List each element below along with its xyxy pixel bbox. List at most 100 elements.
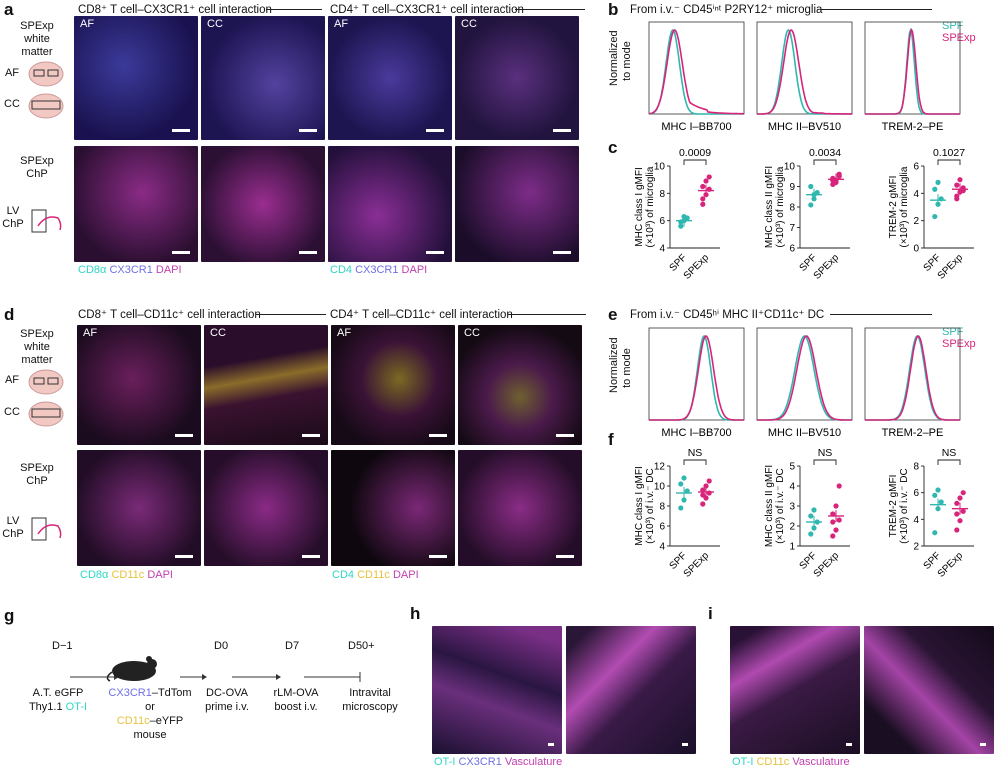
micrograph-d-cd8-cc: CC [204, 325, 328, 445]
data-point-spexp [700, 487, 706, 493]
data-point-spexp [700, 501, 706, 507]
y-tick-label: 5 [789, 462, 795, 473]
p-value-label: 0.1027 [933, 147, 965, 159]
panel-letter-g: g [4, 606, 15, 625]
histogram-frame [756, 21, 853, 115]
y-tick-label: 10 [654, 482, 666, 493]
scale-bar [429, 555, 447, 558]
side-label-spexp-white-matter: SPExp white matter [20, 328, 54, 366]
panel-b-ylabel: Normalized to mode [608, 30, 633, 86]
y-tick-label: 7 [789, 223, 795, 234]
header-rule [820, 9, 932, 10]
scale-bar [429, 434, 447, 437]
micrograph-label: CC [210, 327, 226, 339]
scale-bar [556, 434, 574, 437]
y-tick-label: 10 [654, 162, 666, 173]
side-label-spexp-white-matter: SPExp white matter [20, 20, 54, 58]
lv-chp-diagram [31, 517, 62, 541]
timeline-day-d7: D7 [285, 640, 300, 652]
step-text: boost i.v. [274, 701, 318, 713]
step-text: A.T. eGFP [32, 687, 84, 699]
y-axis-label: (×10³) of i.v.⁻ DC [899, 468, 910, 543]
legend-item: Vasculature [792, 756, 850, 768]
histogram-curve-spf [757, 28, 852, 115]
legend-spexp: SPExp [942, 32, 976, 44]
y-tick-label: 9 [789, 182, 795, 193]
micrograph-a-cd8-chp-2 [201, 146, 325, 262]
y-tick-label: 2 [913, 216, 919, 227]
step-text: CX3CR1 [108, 687, 152, 699]
data-point-spexp [700, 183, 706, 190]
micrograph-label: CC [461, 18, 477, 30]
micrograph-a-cd8-chp-1 [74, 146, 198, 262]
scale-bar [299, 251, 317, 254]
legend-b: SPF SPExp [942, 20, 976, 44]
data-point-spf [935, 179, 941, 185]
micrograph-label: AF [337, 327, 352, 339]
side-label-lv-chp: LV ChP [2, 205, 24, 230]
data-point-spf [808, 202, 814, 208]
p-value-label: NS [688, 447, 703, 459]
y-axis-label: TREM-2 gMFI [888, 475, 899, 538]
legend-item: CD8α [78, 264, 107, 276]
data-point-spexp [700, 492, 706, 498]
y-tick-label: 2 [913, 542, 919, 553]
histogram-frame [648, 21, 745, 115]
data-point-spf [684, 488, 690, 494]
data-point-spexp [700, 196, 706, 202]
y-axis-label: MHC class I gMFI [634, 167, 645, 246]
scale-bar [553, 251, 571, 254]
data-point-spexp [957, 495, 963, 501]
significance-bracket [937, 459, 961, 465]
data-point-spf [932, 186, 938, 192]
step-text: rLM-OVA [273, 687, 319, 699]
legend-d-left: CD8α CD11c DAPI [80, 569, 173, 581]
y-tick-label: 8 [659, 189, 665, 200]
header-rule [508, 314, 586, 315]
histogram-frame [864, 327, 961, 421]
step-text: OT-I [65, 701, 88, 713]
micrograph-label: AF [334, 18, 349, 30]
data-point-spexp [960, 508, 966, 514]
step-text: CD11c [116, 715, 150, 727]
panel-letter-e: e [608, 305, 618, 324]
legend-item: DAPI [155, 264, 182, 276]
side-label-cc: CC [4, 98, 20, 110]
side-label-lv-chp: LV ChP [2, 515, 24, 540]
histogram-xlabel: MHC I–BB700 [661, 121, 731, 133]
data-point-spexp [954, 511, 960, 517]
scale-bar [302, 434, 320, 437]
step-text: Thy1.1 [28, 701, 63, 713]
panel-letter-c: c [608, 138, 618, 157]
scale-bar [172, 251, 190, 254]
legend-spexp: SPExp [942, 338, 976, 350]
histogram-curve-spexp [649, 335, 744, 421]
data-point-spexp [700, 201, 706, 207]
y-tick-label: 2 [789, 522, 795, 533]
data-point-spf [938, 499, 944, 505]
group-label: SPExp [812, 550, 842, 580]
timeline-step-2: CX3CR1–TdTom or CD11c–eYFP mouse [100, 686, 200, 742]
data-point-spexp [836, 483, 842, 489]
lv-chp-diagram [31, 209, 62, 233]
step-text: Intravital [349, 687, 391, 699]
data-point-spexp [954, 182, 960, 188]
y-tick-label: 8 [789, 203, 795, 214]
timeline-step-3: DC-OVA prime i.v. [195, 686, 259, 714]
micrograph-label: AF [80, 18, 95, 30]
intravital-i-1 [730, 626, 860, 754]
header-rule [266, 9, 322, 10]
data-point-spf [681, 497, 687, 503]
brain-section-diagram [28, 369, 64, 427]
data-point-spf [678, 481, 684, 487]
legend-item: CD4 [332, 569, 355, 581]
y-tick-label: 4 [913, 515, 919, 526]
panel-letter-a: a [4, 0, 14, 19]
header-rule [515, 9, 585, 10]
y-tick-label: 6 [659, 216, 665, 227]
significance-bracket [813, 159, 837, 165]
significance-bracket [937, 159, 961, 165]
timeline-day-d-1: D−1 [52, 640, 73, 652]
legend-item: OT-I [732, 756, 754, 768]
data-point-spexp [830, 533, 836, 539]
